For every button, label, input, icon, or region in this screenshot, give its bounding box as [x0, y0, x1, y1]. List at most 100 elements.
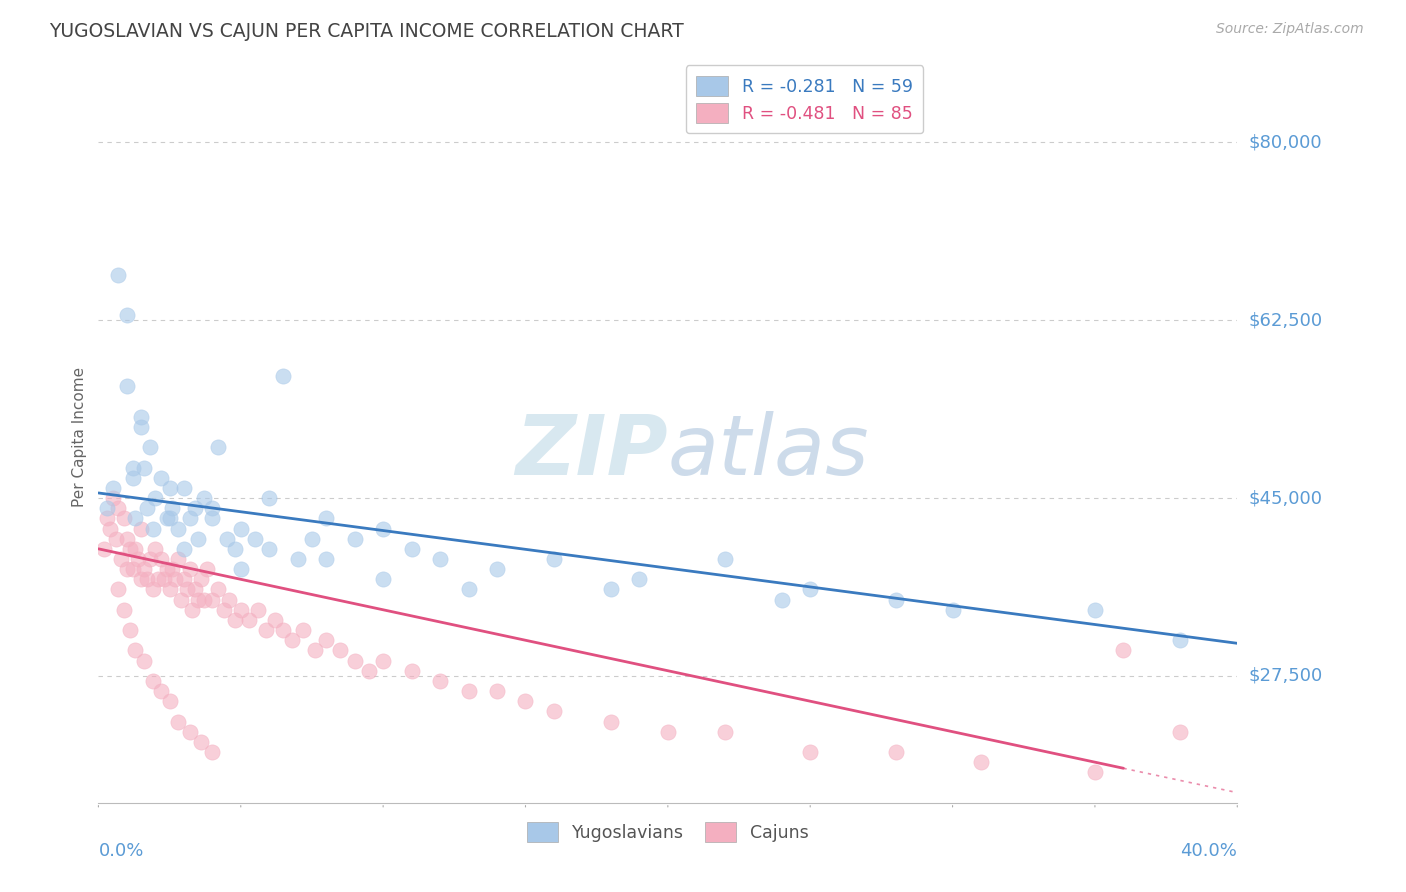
Point — [264, 613, 287, 627]
Point — [201, 511, 224, 525]
Point — [224, 613, 246, 627]
Point — [121, 460, 143, 475]
Point — [287, 552, 309, 566]
Text: $45,000: $45,000 — [1249, 489, 1323, 507]
Point — [401, 664, 423, 678]
Point — [373, 654, 395, 668]
Point — [343, 532, 366, 546]
Point — [884, 745, 907, 759]
Point — [132, 654, 155, 668]
Point — [124, 541, 146, 556]
Point — [207, 440, 229, 454]
Point — [770, 592, 793, 607]
Point — [246, 603, 269, 617]
Point — [190, 572, 212, 586]
Point — [150, 684, 173, 698]
Point — [429, 673, 451, 688]
Point — [98, 521, 121, 535]
Point — [167, 552, 190, 566]
Point — [170, 592, 193, 607]
Point — [156, 562, 179, 576]
Point — [201, 501, 224, 516]
Point — [104, 532, 127, 546]
Text: $27,500: $27,500 — [1249, 667, 1323, 685]
Point — [942, 603, 965, 617]
Text: atlas: atlas — [668, 411, 869, 492]
Point — [224, 541, 246, 556]
Point — [292, 623, 315, 637]
Point — [112, 603, 135, 617]
Point — [273, 369, 295, 384]
Point — [187, 592, 209, 607]
Point — [162, 562, 184, 576]
Text: ZIP: ZIP — [515, 411, 668, 492]
Point — [190, 735, 212, 749]
Point — [254, 623, 277, 637]
Point — [141, 582, 163, 597]
Point — [315, 552, 337, 566]
Point — [129, 420, 152, 434]
Point — [259, 491, 281, 505]
Point — [373, 521, 395, 535]
Point — [135, 501, 157, 516]
Point — [799, 745, 821, 759]
Point — [1084, 603, 1107, 617]
Point — [304, 643, 326, 657]
Point — [141, 673, 163, 688]
Point — [159, 582, 181, 597]
Point — [96, 511, 118, 525]
Point — [1084, 765, 1107, 780]
Point — [135, 572, 157, 586]
Text: YUGOSLAVIAN VS CAJUN PER CAPITA INCOME CORRELATION CHART: YUGOSLAVIAN VS CAJUN PER CAPITA INCOME C… — [49, 22, 683, 41]
Point — [181, 603, 204, 617]
Point — [112, 511, 135, 525]
Point — [145, 491, 167, 505]
Point — [107, 501, 129, 516]
Point — [153, 572, 176, 586]
Point — [187, 532, 209, 546]
Point — [129, 521, 152, 535]
Point — [167, 521, 190, 535]
Point — [159, 481, 181, 495]
Point — [212, 603, 235, 617]
Point — [165, 572, 187, 586]
Point — [301, 532, 323, 546]
Point — [101, 491, 124, 505]
Point — [714, 724, 737, 739]
Point — [207, 582, 229, 597]
Point — [138, 440, 160, 454]
Point — [179, 724, 201, 739]
Point — [543, 705, 565, 719]
Point — [107, 582, 129, 597]
Point — [1170, 724, 1192, 739]
Point — [201, 592, 224, 607]
Text: 40.0%: 40.0% — [1181, 842, 1237, 860]
Point — [357, 664, 380, 678]
Point — [281, 633, 304, 648]
Point — [127, 552, 149, 566]
Point — [243, 532, 266, 546]
Point — [628, 572, 651, 586]
Text: Source: ZipAtlas.com: Source: ZipAtlas.com — [1216, 22, 1364, 37]
Point — [145, 541, 167, 556]
Point — [193, 491, 215, 505]
Point — [315, 511, 337, 525]
Point — [150, 552, 173, 566]
Point — [115, 308, 138, 322]
Point — [132, 460, 155, 475]
Point — [159, 694, 181, 708]
Point — [173, 481, 195, 495]
Point — [156, 511, 179, 525]
Point — [159, 511, 181, 525]
Point — [486, 562, 509, 576]
Point — [110, 552, 132, 566]
Point — [229, 562, 252, 576]
Point — [714, 552, 737, 566]
Point — [373, 572, 395, 586]
Point — [600, 582, 623, 597]
Point — [148, 572, 170, 586]
Point — [273, 623, 295, 637]
Point — [167, 714, 190, 729]
Point — [343, 654, 366, 668]
Point — [115, 379, 138, 393]
